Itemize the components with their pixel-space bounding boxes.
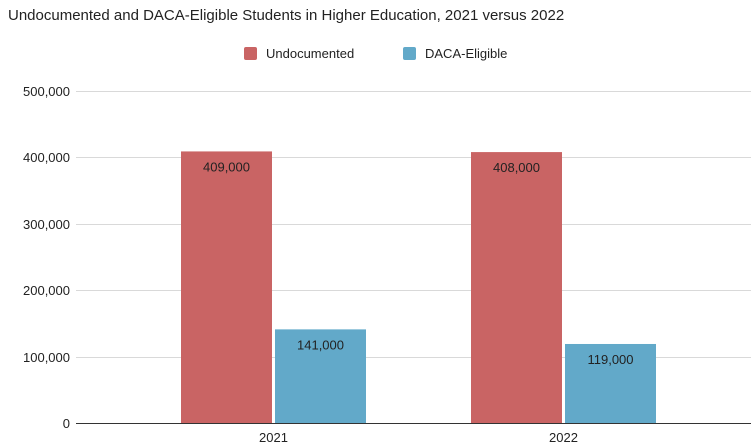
legend-swatch-daca-eligible [403,47,416,60]
legend-label-undocumented: Undocumented [266,46,355,61]
legend-label-daca-eligible: DACA-Eligible [425,46,508,61]
y-tick-label: 300,000 [23,217,70,232]
y-tick-label: 200,000 [23,283,70,298]
x-tick-label: 2021 [259,430,288,445]
bar-daca-eligible-2022 [565,343,656,423]
bar-daca-eligible-2021 [275,329,366,423]
legend: Undocumented DACA-Eligible [0,46,751,66]
chart-title: Undocumented and DACA-Eligible Students … [8,7,565,24]
bar-undocumented-2021 [181,151,272,423]
y-tick-label: 100,000 [23,350,70,365]
legend-swatch-undocumented [244,47,257,60]
data-label-undocumented-2022: 408,000 [493,160,540,175]
bar-undocumented-2022 [471,152,562,423]
data-label-daca-eligible-2022: 119,000 [587,352,633,367]
data-label-undocumented-2021: 409,000 [203,159,250,174]
legend-item-daca-eligible: DACA-Eligible [403,46,507,61]
data-label-daca-eligible-2021: 141,000 [297,337,344,352]
y-tick-label: 0 [63,416,70,431]
y-tick-label: 500,000 [23,84,70,99]
x-tick-label: 2022 [549,430,578,445]
y-tick-label: 400,000 [23,150,70,165]
legend-item-undocumented: Undocumented [244,46,354,61]
